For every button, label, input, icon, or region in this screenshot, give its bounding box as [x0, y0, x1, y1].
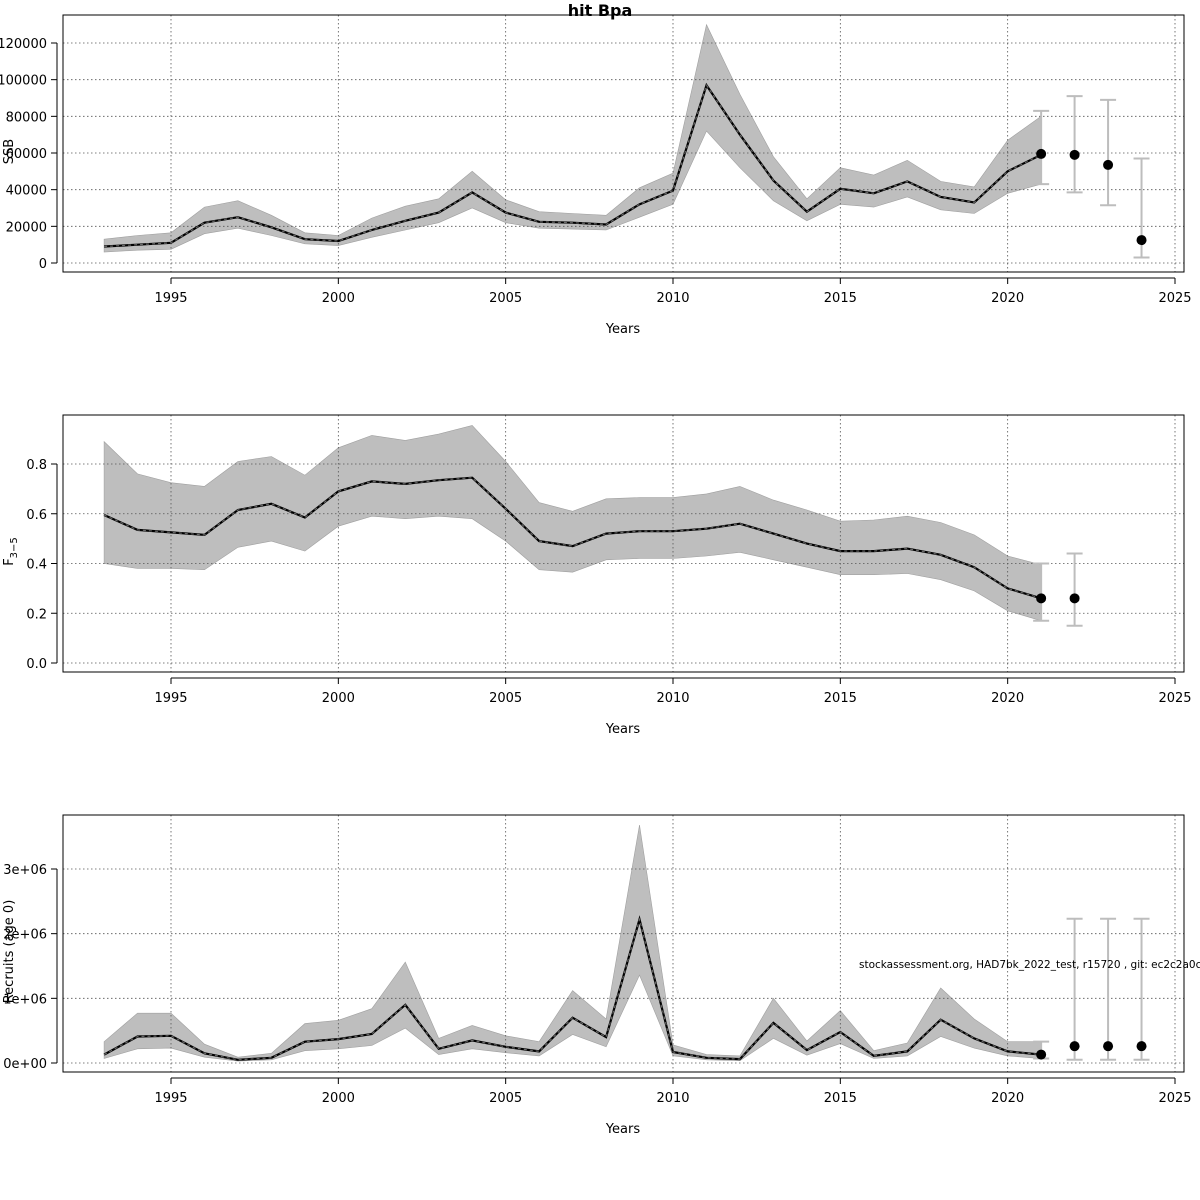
forecast-point [1103, 159, 1114, 170]
estimate-line-dashes [104, 83, 1042, 248]
y-tick-label: 0.2 [26, 607, 47, 622]
x-tick-label: 2025 [1158, 1091, 1191, 1106]
y-tick-label: 60000 [6, 147, 47, 162]
y-axis-title-main: F [2, 558, 17, 565]
x-tick-label: 2010 [656, 1091, 689, 1106]
y-tick-label: 0.0 [26, 657, 47, 672]
x-tick-label: 2015 [824, 691, 857, 706]
x-tick-label: 2005 [489, 1091, 522, 1106]
forecast-point [1069, 149, 1080, 160]
forecast-point [1103, 1041, 1114, 1052]
x-tick-label: 2010 [656, 291, 689, 306]
y-tick-label: 0.8 [26, 458, 47, 473]
x-tick-label: 1995 [154, 691, 187, 706]
y-tick-label: 0.4 [26, 558, 47, 573]
x-tick-label: 2025 [1158, 691, 1191, 706]
y-axis-title-subscript: 3−5 [9, 537, 20, 558]
y-tick-label: 0 [39, 257, 47, 272]
x-tick-label: 2020 [991, 291, 1024, 306]
x-axis-title: Years [605, 722, 641, 737]
x-tick-label: 1995 [154, 1091, 187, 1106]
y-tick-label: 2e+06 [3, 928, 47, 943]
y-axis-title: SSB [2, 139, 17, 164]
y-tick-label: 0.6 [26, 508, 47, 523]
fishing-mortality-panel: 1995 2000 2005 2010 2015 2020 2025 0.0 0.2 0.4 0.6… [2, 414, 1192, 737]
x-tick-label: 1995 [154, 291, 187, 306]
forecast-point [1036, 148, 1047, 159]
x-tick-label: 2005 [489, 691, 522, 706]
figure-title: hit Bpa [568, 1, 633, 20]
y-tick-label: 3e+06 [3, 863, 47, 878]
plot-frame [62, 814, 1185, 1073]
x-tick-label: 2000 [322, 1091, 355, 1106]
forecast-point [1069, 593, 1080, 604]
x-tick-label: 2020 [991, 1091, 1024, 1106]
y-axis-title: F3−5 [2, 537, 20, 566]
x-axis-title: Years [605, 322, 641, 337]
x-axis-title: Years [605, 1122, 641, 1137]
forecast-point [1136, 1041, 1147, 1052]
recruits-panel: 1995 2000 2005 2010 2015 2020 2025 0e+00 1e+06 2e… [2, 814, 1192, 1137]
y-tick-label: 100000 [0, 74, 47, 89]
estimate-line-dashes [103, 477, 1042, 599]
plot-frame [62, 414, 1185, 673]
x-tick-label: 2015 [824, 1091, 857, 1106]
y-tick-label: 20000 [6, 220, 47, 235]
forecast-point [1136, 235, 1147, 246]
y-tick-label: 120000 [0, 37, 47, 52]
x-tick-label: 2000 [322, 291, 355, 306]
forecast-point [1036, 593, 1047, 604]
forecast-point [1069, 1041, 1080, 1052]
x-tick-label: 2025 [1158, 291, 1191, 306]
y-tick-label: 40000 [6, 184, 47, 199]
x-tick-label: 2010 [656, 691, 689, 706]
x-tick-label: 2005 [489, 291, 522, 306]
y-tick-label: 0e+00 [3, 1057, 47, 1072]
forecast-point [1036, 1049, 1047, 1060]
y-tick-label: 80000 [6, 110, 47, 125]
plot-frame [62, 14, 1185, 273]
x-tick-label: 2015 [824, 291, 857, 306]
ssb-panel: 1995 2000 2005 2010 2015 2020 2025 0 20000 40000 6… [0, 14, 1192, 337]
x-tick-label: 2020 [991, 691, 1024, 706]
y-axis-title: Recruits (age 0) [2, 900, 17, 1004]
estimate-line-dashes [103, 917, 1042, 1061]
x-tick-label: 2000 [322, 691, 355, 706]
y-tick-label: 1e+06 [3, 992, 47, 1007]
footer-note: stockassessment.org, HAD7bk_2022_test, r… [859, 959, 1200, 971]
